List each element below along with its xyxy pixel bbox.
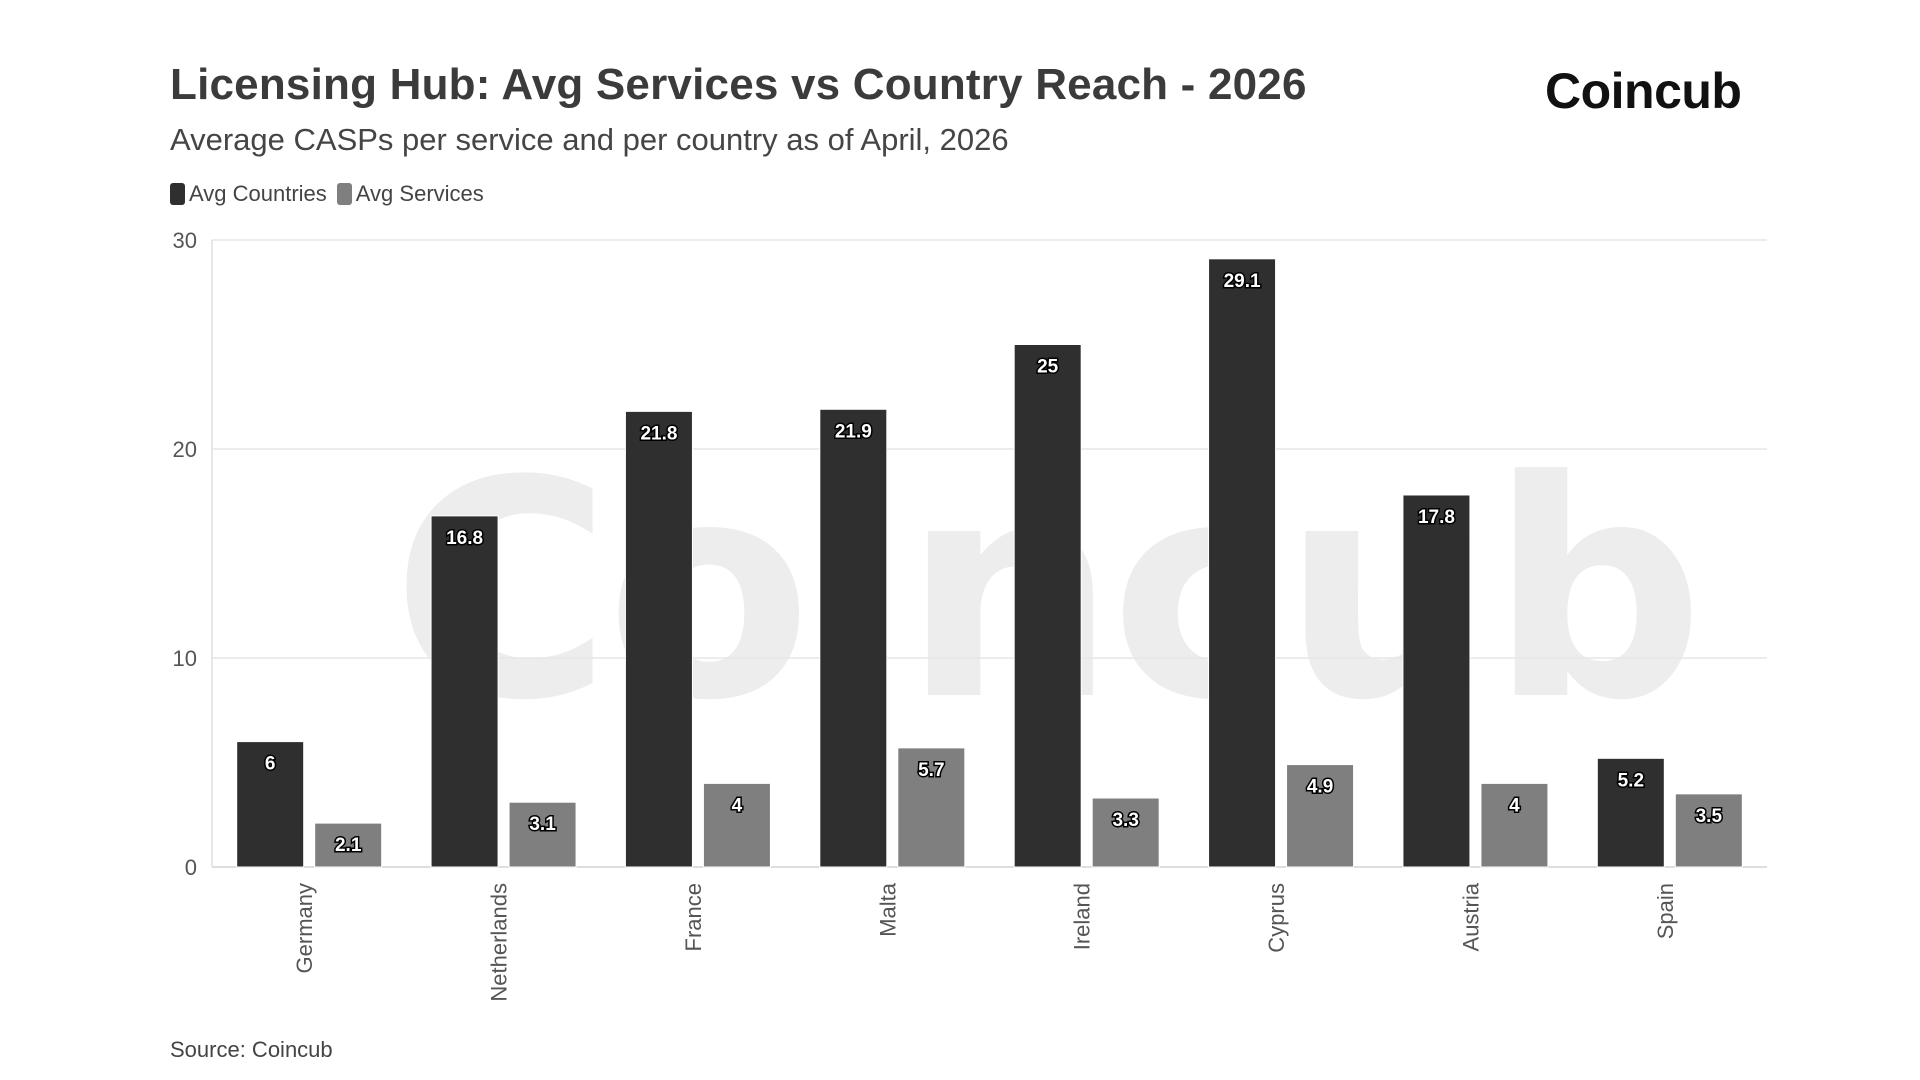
brand-logo: Coincub (1545, 63, 1742, 119)
chart-legend: Avg Countries Avg Services (170, 181, 494, 207)
bar-spain-avg-services (1674, 793, 1743, 868)
x-tick-label-austria: Austria (1458, 882, 1483, 951)
bar-germany-avg-countries (236, 741, 305, 868)
x-tick-label-france: France (681, 883, 706, 951)
data-label-spain-avg-services: 3.5 (1696, 806, 1723, 827)
data-label-malta-avg-countries: 21.9 (835, 421, 872, 442)
x-tick-label-netherlands: Netherlands (487, 883, 512, 1002)
legend-swatch-avg-countries (170, 183, 185, 205)
data-label-ireland-avg-services: 3.3 (1112, 810, 1138, 831)
data-labels: 6 2.1 16.8 3.1 21.8 4 21.9 5.7 25 3.3 29.1 4.9 17.8 4… (263, 269, 1724, 857)
data-label-austria-avg-services: 4 (1509, 795, 1520, 816)
legend-label-avg-services: Avg Services (355, 181, 484, 206)
x-tick-label-spain: Spain (1653, 883, 1678, 939)
data-label-netherlands-avg-services: 3.1 (529, 814, 556, 835)
data-label-malta-avg-services: 5.7 (918, 760, 944, 781)
bar-france-avg-services (702, 782, 771, 868)
y-tick-label-10: 10 (173, 646, 197, 671)
legend-label-avg-countries: Avg Countries (189, 181, 327, 206)
data-label-germany-avg-countries: 6 (265, 754, 276, 775)
bar-cyprus-avg-services (1286, 764, 1355, 868)
data-label-france-avg-services: 4 (732, 795, 743, 816)
bar-france-avg-countries (624, 410, 693, 868)
bars (236, 258, 1743, 868)
bar-spain-avg-countries (1596, 757, 1665, 868)
chart-subtitle: Average CASPs per service and per countr… (170, 122, 1009, 157)
data-label-germany-avg-services: 2.1 (335, 835, 362, 856)
legend-item-avg-services: Avg Services (336, 181, 484, 207)
bar-austria-avg-services (1480, 782, 1549, 868)
y-tick-label-0: 0 (185, 855, 197, 880)
y-tick-label-20: 20 (173, 437, 197, 462)
x-tick-label-ireland: Ireland (1070, 883, 1095, 950)
data-label-austria-avg-countries: 17.8 (1418, 507, 1455, 528)
data-label-ireland-avg-countries: 25 (1037, 357, 1059, 378)
bar-netherlands-avg-countries (430, 515, 499, 868)
bar-malta-avg-services (897, 747, 966, 868)
data-label-cyprus-avg-services: 4.9 (1307, 777, 1333, 798)
bar-ireland-avg-countries (1013, 344, 1082, 868)
x-tick-label-malta: Malta (875, 882, 900, 937)
x-tick-label-cyprus: Cyprus (1264, 883, 1289, 953)
data-label-cyprus-avg-countries: 29.1 (1224, 271, 1261, 292)
data-label-spain-avg-countries: 5.2 (1618, 770, 1644, 791)
source-note: Source: Coincub (170, 1037, 333, 1062)
bar-netherlands-avg-services (508, 801, 577, 868)
bar-malta-avg-countries (819, 408, 888, 868)
legend-item-avg-countries: Avg Countries (170, 181, 327, 207)
y-tick-label-30: 30 (173, 228, 197, 253)
data-label-netherlands-avg-countries: 16.8 (446, 528, 483, 549)
data-label-france-avg-countries: 21.8 (640, 423, 677, 444)
legend-swatch-avg-services (336, 183, 352, 205)
bar-germany-avg-services (314, 822, 383, 868)
x-tick-label-germany: Germany (292, 883, 317, 973)
axes: 0 10 20 30 Germany Netherlands France Malta Irel… (173, 228, 1678, 1002)
chart-title: Licensing Hub: Avg Services vs Country R… (170, 60, 1307, 109)
bar-austria-avg-countries (1402, 494, 1471, 868)
bar-ireland-avg-services (1091, 797, 1160, 868)
bar-cyprus-avg-countries (1208, 258, 1277, 868)
